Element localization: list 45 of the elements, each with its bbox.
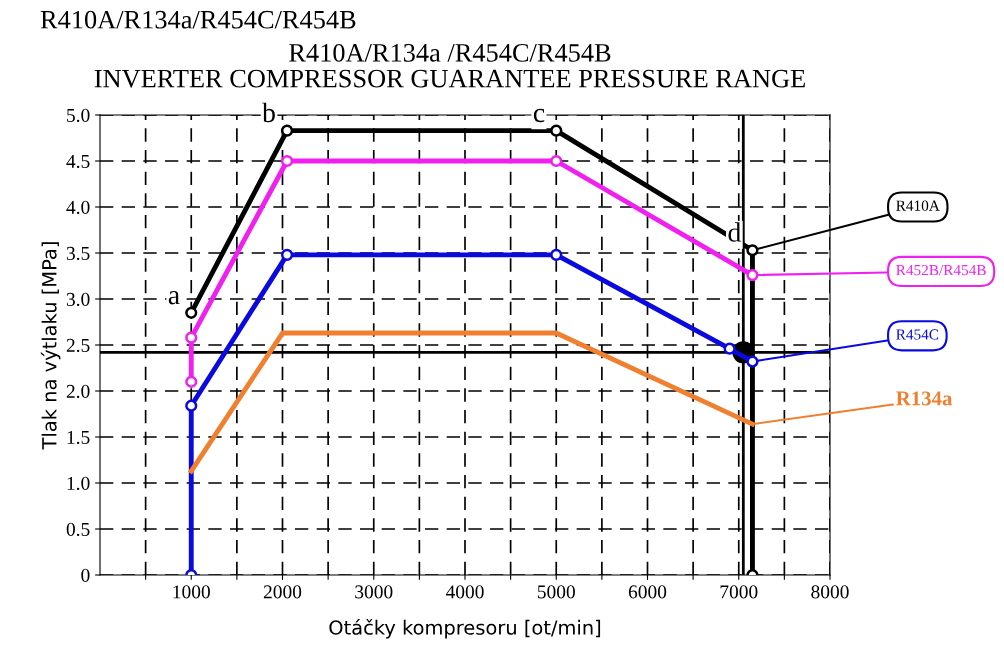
point (550, 248, 563, 261)
x-axis-title: Otáčky kompresoru [ot/min] (329, 619, 601, 639)
point (746, 355, 759, 368)
x-tick-label: 8000 (811, 585, 849, 599)
text: R454C (896, 329, 939, 340)
annotation: b (262, 102, 275, 123)
point (185, 331, 198, 344)
point (746, 268, 759, 282)
point (280, 248, 294, 261)
x-tick-label: 2000 (263, 585, 302, 599)
point (185, 399, 198, 412)
y-tick-label: 2.0 (66, 384, 90, 399)
text: R134a (896, 391, 953, 406)
y-tick-label: 2.5 (66, 338, 90, 353)
point (280, 124, 294, 137)
point (280, 154, 294, 168)
y-tick-label: 0.5 (66, 522, 90, 537)
x-tick-label: 4000 (445, 585, 484, 599)
x-tick-label: 6000 (628, 585, 667, 599)
x-tick-label: 5000 (537, 585, 575, 599)
point (723, 342, 736, 355)
point (746, 244, 759, 257)
y-tick-label: 4.0 (66, 200, 90, 215)
point (550, 154, 563, 168)
annotation: a (168, 291, 180, 305)
text: R452B/R454B (896, 264, 986, 276)
y-axis-title: Tlak na výtlaku [MPa] (40, 242, 61, 450)
annotation: d (728, 222, 741, 242)
y-tick-label: 1.5 (67, 430, 90, 445)
y-tick-label: 4.5 (66, 154, 90, 169)
chart-subtitle: R410A/R134a /R454C/R454B INVERTER COMPRESSOR GUARANTEE PRESSURE RANGE (94, 43, 805, 88)
x-tick-label: 7000 (720, 585, 758, 599)
point (185, 306, 198, 319)
x-tick-label: 3000 (355, 585, 393, 599)
point (550, 124, 563, 137)
x-tick-label: 1000 (173, 585, 210, 599)
chart-title: R410A/R134a/R454C/R454B (40, 10, 356, 29)
point (185, 375, 198, 388)
annotation: c (533, 108, 545, 123)
y-tick-label: 3.5 (66, 246, 90, 261)
y-tick-label: 0 (81, 568, 90, 582)
y-tick-label: 5.0 (67, 108, 90, 123)
y-tick-label: 1.0 (67, 476, 90, 491)
y-tick-label: 3.0 (66, 292, 90, 307)
text: R410A (896, 200, 940, 211)
